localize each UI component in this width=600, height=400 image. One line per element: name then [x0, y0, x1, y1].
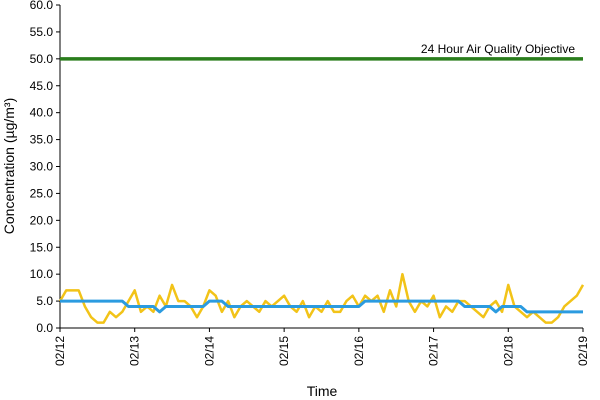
- x-tick-label: 02/12: [53, 336, 67, 366]
- reference-label: 24 Hour Air Quality Objective: [421, 42, 575, 56]
- x-tick-label: 02/16: [352, 336, 366, 366]
- y-tick-label: 30.0: [30, 160, 54, 174]
- x-axis-label: Time: [307, 383, 338, 399]
- y-tick-label: 40.0: [30, 106, 54, 120]
- x-tick-label: 02/13: [128, 336, 142, 366]
- x-tick-label: 02/19: [576, 336, 590, 366]
- y-tick-label: 35.0: [30, 133, 54, 147]
- y-axis-label: Concentration (µg/m³): [1, 98, 17, 234]
- x-tick-label: 02/15: [277, 336, 291, 366]
- y-tick-label: 45.0: [30, 79, 54, 93]
- x-tick-label: 02/14: [202, 336, 216, 366]
- y-tick-label: 55.0: [30, 25, 54, 39]
- y-tick-label: 10.0: [30, 267, 54, 281]
- y-tick-label: 0.0: [36, 321, 53, 335]
- x-tick-label: 02/17: [427, 336, 441, 366]
- y-tick-label: 50.0: [30, 52, 54, 66]
- y-tick-label: 15.0: [30, 240, 54, 254]
- y-tick-label: 60.0: [30, 0, 54, 12]
- x-tick-label: 02/18: [501, 336, 515, 366]
- y-tick-label: 25.0: [30, 186, 54, 200]
- y-tick-label: 5.0: [36, 294, 53, 308]
- data-line: [58, 272, 585, 324]
- data-line: [60, 299, 583, 314]
- y-tick-label: 20.0: [30, 213, 54, 227]
